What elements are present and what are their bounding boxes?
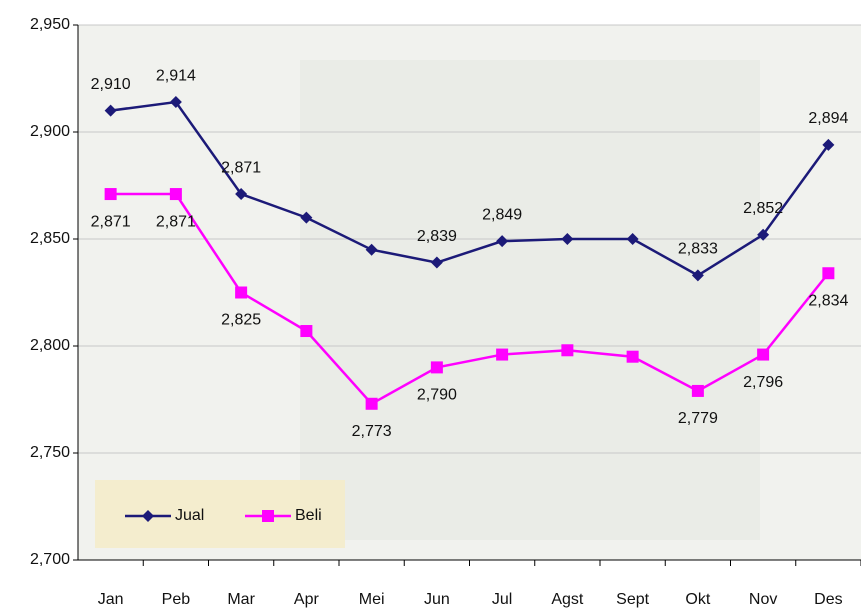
y-tick-label: 2,750 [30,444,70,461]
y-tick-label: 2,950 [30,16,70,33]
data-label: 2,871 [91,213,131,230]
data-label: 2,914 [156,67,196,84]
point [235,188,248,201]
x-tick-label: Des [814,591,842,608]
x-tick-label: Mar [227,591,255,608]
data-label: 2,825 [221,312,261,329]
point [365,243,378,256]
data-label: 2,773 [352,423,392,440]
x-tick-label: Mei [359,591,385,608]
x-tick-label: Apr [294,591,320,608]
point [496,235,509,248]
legend-label: Beli [295,507,322,524]
data-label: 2,871 [156,213,196,230]
legend-marker [262,510,274,522]
legend-label: Jual [175,507,204,524]
data-label: 2,894 [808,110,848,127]
x-tick-label: Jul [492,591,512,608]
x-tick-label: Jan [98,591,124,608]
x-tick-label: Agst [551,591,584,608]
point [561,344,574,357]
data-label: 2,833 [678,241,718,258]
data-label: 2,796 [743,374,783,391]
legend-marker [142,510,154,522]
x-tick-label: Jun [424,591,450,608]
y-tick-label: 2,700 [30,551,70,568]
data-label: 2,910 [91,76,131,93]
point [691,384,704,397]
x-tick-label: Nov [749,591,777,608]
point [300,211,313,224]
point [430,361,443,374]
data-label: 2,849 [482,206,522,223]
point [169,96,182,109]
point [822,267,835,280]
point [757,348,770,361]
x-tick-label: Okt [685,591,710,608]
point [104,104,117,117]
y-tick-label: 2,900 [30,123,70,140]
x-tick-label: Sept [616,591,649,608]
point [104,188,117,201]
point [169,188,182,201]
point [626,233,639,245]
data-label: 2,852 [743,200,783,217]
point [235,286,248,299]
data-label: 2,779 [678,410,718,427]
point [430,256,443,269]
point [561,233,574,245]
point [757,228,770,241]
x-tick-label: Peb [162,591,191,608]
watermark-background [300,60,760,540]
y-tick-label: 2,800 [30,337,70,354]
data-label: 2,871 [221,159,261,176]
data-label: 2,839 [417,228,457,245]
point [300,325,313,338]
point [822,138,835,151]
data-label: 2,834 [808,292,848,309]
series-line [110,192,830,406]
point [626,350,639,363]
point [365,397,378,410]
data-label: 2,790 [417,387,457,404]
legend-box [95,480,345,548]
point [691,269,704,282]
y-tick-label: 2,850 [30,230,70,247]
point [496,348,509,361]
series-line [110,100,830,277]
